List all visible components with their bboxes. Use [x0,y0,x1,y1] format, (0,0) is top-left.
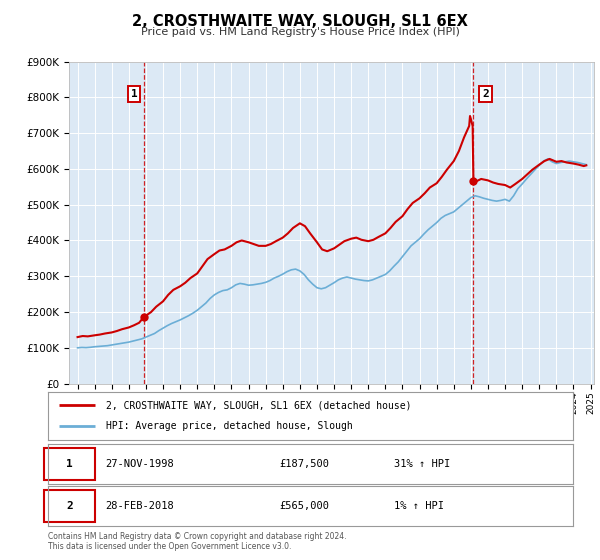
FancyBboxPatch shape [44,448,95,480]
Text: 1: 1 [66,459,73,469]
Text: 1% ↑ HPI: 1% ↑ HPI [395,501,445,511]
Text: HPI: Average price, detached house, Slough: HPI: Average price, detached house, Slou… [106,421,353,431]
Text: 2, CROSTHWAITE WAY, SLOUGH, SL1 6EX: 2, CROSTHWAITE WAY, SLOUGH, SL1 6EX [132,14,468,29]
Text: 2, CROSTHWAITE WAY, SLOUGH, SL1 6EX (detached house): 2, CROSTHWAITE WAY, SLOUGH, SL1 6EX (det… [106,400,411,410]
Text: 27-NOV-1998: 27-NOV-1998 [106,459,175,469]
Text: 2: 2 [66,501,73,511]
Text: Contains HM Land Registry data © Crown copyright and database right 2024.: Contains HM Land Registry data © Crown c… [48,532,347,541]
Text: 28-FEB-2018: 28-FEB-2018 [106,501,175,511]
Text: This data is licensed under the Open Government Licence v3.0.: This data is licensed under the Open Gov… [48,542,292,551]
Text: 31% ↑ HPI: 31% ↑ HPI [395,459,451,469]
Text: 2: 2 [482,89,489,99]
Text: 1: 1 [131,89,137,99]
Text: Price paid vs. HM Land Registry's House Price Index (HPI): Price paid vs. HM Land Registry's House … [140,27,460,37]
FancyBboxPatch shape [44,490,95,522]
Text: £187,500: £187,500 [279,459,329,469]
Text: £565,000: £565,000 [279,501,329,511]
